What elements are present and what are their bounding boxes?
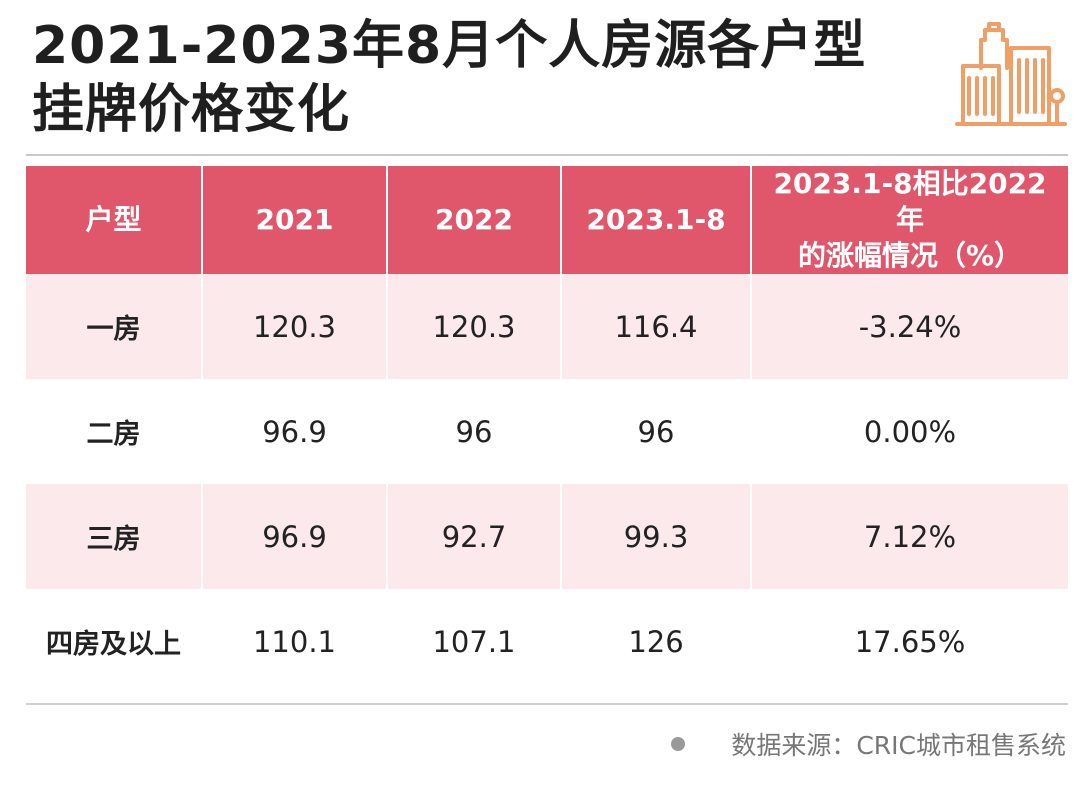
table-row: 二房 96.9 96 96 0.00% — [26, 379, 1068, 484]
city-buildings-icon — [955, 22, 1067, 126]
table-row: 四房及以上 110.1 107.1 126 17.65% — [26, 589, 1068, 694]
cell-change: 7.12% — [751, 484, 1068, 589]
table-header-row: 户型 2021 2022 2023.1-8 2023.1-8相比2022年 的涨… — [26, 166, 1068, 274]
header-change-percent: 2023.1-8相比2022年 的涨幅情况（%） — [751, 166, 1068, 274]
bullet-dot-icon — [671, 737, 686, 751]
cell-2022: 120.3 — [387, 274, 562, 379]
cell-2023: 116.4 — [561, 274, 752, 379]
cell-2021: 110.1 — [202, 589, 388, 694]
source-text: 数据来源：CRIC城市租售系统 — [731, 731, 1066, 760]
cell-2022: 92.7 — [387, 484, 562, 589]
row-label: 三房 — [26, 484, 203, 589]
header-2021: 2021 — [202, 166, 388, 274]
top-divider — [26, 154, 1068, 156]
row-label: 一房 — [26, 274, 203, 379]
cell-2021: 120.3 — [202, 274, 388, 379]
header-2022: 2022 — [387, 166, 562, 274]
row-label: 四房及以上 — [26, 589, 203, 694]
cell-2021: 96.9 — [202, 379, 388, 484]
table-row: 一房 120.3 120.3 116.4 -3.24% — [26, 274, 1068, 379]
source-note: 数据来源：CRIC城市租售系统 — [671, 726, 1066, 762]
header-change-line-2: 的涨幅情况（%） — [797, 239, 1023, 272]
cell-2023: 126 — [561, 589, 752, 694]
header-unit-type: 户型 — [26, 166, 203, 274]
header-2023: 2023.1-8 — [561, 166, 752, 274]
header-change-line-1: 2023.1-8相比2022年 — [773, 167, 1047, 236]
cell-change: 0.00% — [751, 379, 1068, 484]
price-table: 户型 2021 2022 2023.1-8 2023.1-8相比2022年 的涨… — [26, 166, 1068, 694]
table-row: 三房 96.9 92.7 99.3 7.12% — [26, 484, 1068, 589]
cell-change: 17.65% — [751, 589, 1068, 694]
cell-2022: 96 — [387, 379, 562, 484]
bottom-divider — [26, 703, 1068, 705]
cell-2022: 107.1 — [387, 589, 562, 694]
row-label: 二房 — [26, 379, 203, 484]
cell-2023: 99.3 — [561, 484, 752, 589]
title-line-1: 2021-2023年8月个人房源各户型 — [32, 16, 867, 76]
title-line-2: 挂牌价格变化 — [32, 80, 351, 140]
cell-change: -3.24% — [751, 274, 1068, 379]
cell-2021: 96.9 — [202, 484, 388, 589]
page-title: 2021-2023年8月个人房源各户型 挂牌价格变化 — [32, 14, 912, 142]
cell-2023: 96 — [561, 379, 752, 484]
